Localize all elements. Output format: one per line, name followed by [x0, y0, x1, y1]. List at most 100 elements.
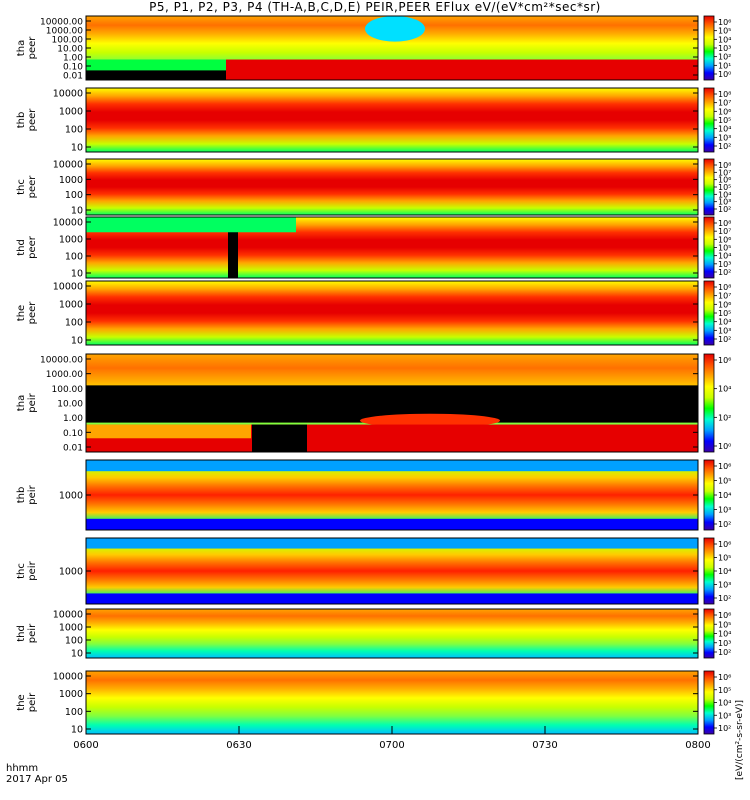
y-axis-label: thbpeer	[16, 108, 38, 132]
colorbar-tick-label: 10¹	[718, 61, 731, 70]
panel-tha-peir: thapeir 10000.00 1000.00 100.00 10.00 1.00 0.1…	[16, 353, 731, 454]
y-tick-label: 10	[71, 336, 83, 347]
y-tick-label: 1000	[59, 623, 83, 634]
colorbar-tick-label: 10⁴	[718, 699, 731, 708]
heatmap-feature	[365, 15, 425, 42]
colorbar-tick-label: 10⁸	[718, 90, 731, 99]
y-tick-label: 10000.00	[40, 356, 83, 366]
y-tick-label: 100.00	[52, 36, 84, 46]
colorbar-tick-label: 10⁴	[718, 630, 731, 639]
y-tick-label: 10.00	[57, 400, 83, 410]
colorbar-tick-label: 10⁶	[718, 176, 731, 185]
panel-frame	[85, 216, 699, 279]
y-tick-label: 10.00	[57, 45, 83, 55]
colorbar-tick-label: 10³	[718, 581, 731, 590]
colorbar-tick-label: 10⁶	[718, 540, 731, 549]
y-tick-label: 0.01	[63, 444, 83, 454]
colorbar-tick-label: 10⁵	[718, 183, 731, 192]
data-gap	[228, 217, 238, 278]
panel-the-peir: thepeir 10000 1000 100 10 10⁶ 10⁵ 10⁴ 10³ 10²	[16, 670, 731, 736]
time-axis: 0600 0630 0700 0730 0800	[73, 726, 711, 751]
y-axis-label: thcpeer	[16, 175, 38, 199]
colorbar-tick-label: 10⁵	[718, 27, 731, 36]
panel-thc-peer: thcpeer 10000 1000 100 10 10⁸10⁷10⁶10⁵10⁴10³1…	[16, 158, 731, 217]
colorbar	[703, 459, 715, 531]
panel-frame	[85, 280, 699, 346]
heatmap-band	[86, 593, 698, 604]
colorbar-tick-label: 10⁴	[718, 125, 731, 134]
heatmap-thb-peir	[86, 460, 698, 530]
heatmap-band	[86, 460, 698, 472]
y-tick-label: 0.01	[63, 72, 83, 82]
y-tick-label: 100.00	[52, 385, 84, 395]
y-tick-label: 1.00	[63, 414, 83, 424]
colorbar-tick-label: 10⁶	[718, 356, 731, 365]
colorbar-tick-label: 10²	[718, 142, 731, 151]
heatmap-band	[86, 424, 251, 439]
y-tick-label: 1000	[59, 567, 83, 578]
colorbar-tick-label: 10⁵	[718, 620, 731, 629]
colorbar	[703, 353, 715, 453]
colorbar-tick-label: 10⁵	[718, 309, 731, 318]
colorbar-tick-label: 10³	[718, 506, 731, 515]
time-axis-caption: hhmm 2017 Apr 05	[6, 763, 68, 785]
y-tick-label: 1.00	[63, 54, 83, 64]
colorbar-tick-label: 10⁶	[718, 107, 731, 116]
panel-thb-peir: thbpeir 1000 10⁶ 10⁵ 10⁴ 10³ 10²	[16, 459, 731, 531]
time-date-label: 2017 Apr 05	[6, 774, 68, 785]
colorbar-tick-label: 10⁴	[718, 190, 731, 199]
heatmap-thd-peir	[86, 609, 698, 658]
y-tick-label: 1000.00	[46, 27, 83, 37]
colorbar-tick-label: 10²	[718, 335, 731, 344]
colorbar-tick-label: 10⁷	[718, 168, 731, 177]
panel-frame	[85, 87, 699, 153]
x-tick-label: 0800	[685, 740, 710, 751]
colorbar-tick-label: 10²	[718, 413, 731, 422]
y-tick-label: 10	[71, 725, 83, 736]
y-tick-label: 10	[71, 649, 83, 660]
colorbar-tick-label: 10⁷	[718, 227, 731, 236]
colorbar	[703, 15, 715, 81]
y-axis-label: thepeer	[16, 301, 38, 325]
x-tick-label: 0730	[532, 740, 557, 751]
colorbar-tick-label: 10³	[718, 260, 731, 269]
colorbar-tick-label: 10⁶	[718, 300, 731, 309]
colorbar-tick-label: 10⁴	[718, 567, 731, 576]
colorbar	[703, 87, 715, 153]
colorbar-tick-label: 10⁶	[718, 673, 731, 682]
y-axis-label: thdpeir	[16, 623, 38, 643]
colorbar-tick-label: 10³	[718, 44, 731, 53]
colorbar-tick-label: 10⁷	[718, 292, 731, 301]
colorbar	[703, 608, 715, 659]
y-tick-label: 1000	[59, 235, 83, 246]
x-tick-label: 0600	[73, 740, 98, 751]
y-tick-label: 1000	[59, 175, 83, 186]
colorbar-tick-label: 10⁷	[718, 99, 731, 108]
heatmap-band	[86, 59, 698, 80]
heatmap-thc-peer	[86, 159, 698, 215]
x-tick-label: 0630	[226, 740, 251, 751]
colorbar	[703, 158, 715, 216]
colorbar-tick-label: 10²	[718, 53, 731, 62]
y-tick-label: 10	[71, 206, 83, 217]
panel-the-peer: thepeer 10000 1000 100 10 10⁸10⁷10⁶10⁵10⁴10³1…	[16, 280, 731, 347]
y-tick-label: 100	[65, 125, 83, 136]
colorbar	[703, 280, 715, 346]
y-tick-label: 1000.00	[46, 370, 83, 380]
heatmap-thb-peer	[86, 88, 698, 152]
y-tick-label: 1000	[59, 491, 83, 502]
y-tick-label: 1000	[59, 689, 83, 700]
heatmap-band	[86, 70, 226, 80]
colorbar-tick-label: 10⁵	[718, 686, 731, 695]
y-tick-label: 10	[71, 143, 83, 154]
y-axis-label: thdpeer	[16, 235, 38, 259]
y-axis-label: thcpeir	[16, 560, 38, 580]
colorbar-tick-label: 10²	[718, 724, 731, 733]
colorbar-tick-label: 10⁴	[718, 385, 731, 394]
panel-thb-peer: thbpeer 10000 1000 100 10 10⁸10⁷10⁶10⁵10⁴10³1…	[16, 87, 731, 154]
y-tick-label: 100	[65, 318, 83, 329]
colorbar-tick-label: 10²	[718, 594, 731, 603]
y-tick-label: 0.10	[63, 63, 83, 73]
